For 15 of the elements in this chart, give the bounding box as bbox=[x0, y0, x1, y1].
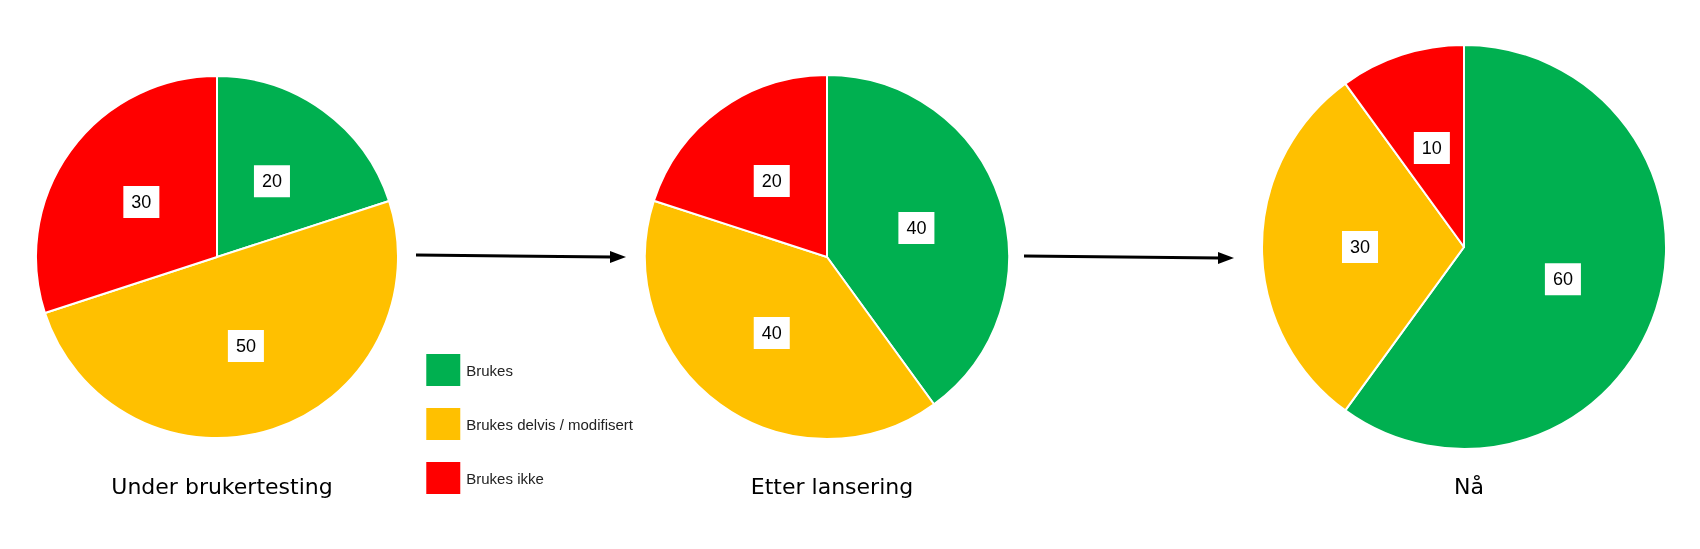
legend-label: Brukes delvis / modifisert bbox=[466, 415, 634, 433]
data-label: 10 bbox=[1421, 138, 1442, 159]
data-label: 60 bbox=[1552, 269, 1573, 290]
text: Under brukertesting bbox=[111, 473, 333, 499]
data-label: 50 bbox=[235, 335, 256, 356]
data-label: 40 bbox=[761, 323, 782, 344]
data-label: 40 bbox=[906, 217, 927, 238]
data-label: 30 bbox=[1349, 237, 1371, 257]
legend-label: Brukes bbox=[466, 361, 513, 379]
legend-label: Brukes ikke bbox=[466, 469, 544, 487]
text: Etter lansering bbox=[750, 473, 914, 499]
data-label: 30 bbox=[131, 192, 152, 213]
data-label: 20 bbox=[261, 171, 282, 192]
text: Nå bbox=[1454, 473, 1484, 499]
data-label: 20 bbox=[761, 170, 782, 191]
